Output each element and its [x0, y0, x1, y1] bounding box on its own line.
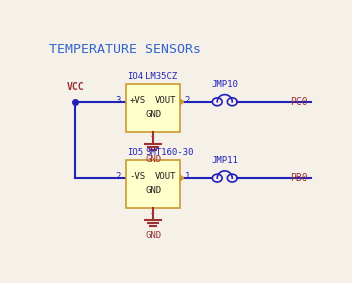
Text: LM35CZ: LM35CZ — [145, 72, 177, 81]
Text: +VS: +VS — [130, 96, 146, 105]
Text: -: - — [151, 131, 155, 142]
Polygon shape — [181, 99, 184, 104]
Text: IO4: IO4 — [127, 72, 143, 81]
Text: VCC: VCC — [67, 82, 84, 92]
Text: GND: GND — [145, 155, 161, 164]
Text: 3: 3 — [115, 96, 120, 105]
Text: JMP10: JMP10 — [211, 80, 238, 89]
Text: 2: 2 — [115, 172, 120, 181]
Text: VOUT: VOUT — [155, 96, 176, 105]
Text: TEMPERATURE SENSORs: TEMPERATURE SENSORs — [49, 43, 201, 56]
Text: PB0: PB0 — [290, 173, 307, 183]
Text: 1: 1 — [184, 172, 190, 181]
Text: IO5: IO5 — [127, 148, 143, 157]
Text: -VS: -VS — [130, 172, 146, 181]
Text: GND: GND — [145, 186, 161, 195]
Text: VOUT: VOUT — [155, 172, 176, 181]
Bar — [126, 84, 181, 132]
Polygon shape — [181, 175, 184, 181]
Text: SMT160-30: SMT160-30 — [145, 148, 193, 157]
Text: GND: GND — [145, 110, 161, 119]
Text: PC0: PC0 — [290, 97, 307, 107]
Text: 2: 2 — [184, 96, 190, 105]
Text: -: - — [151, 208, 155, 218]
Text: JMP11: JMP11 — [211, 156, 238, 166]
Bar — [126, 160, 181, 208]
Text: GND: GND — [145, 231, 161, 240]
